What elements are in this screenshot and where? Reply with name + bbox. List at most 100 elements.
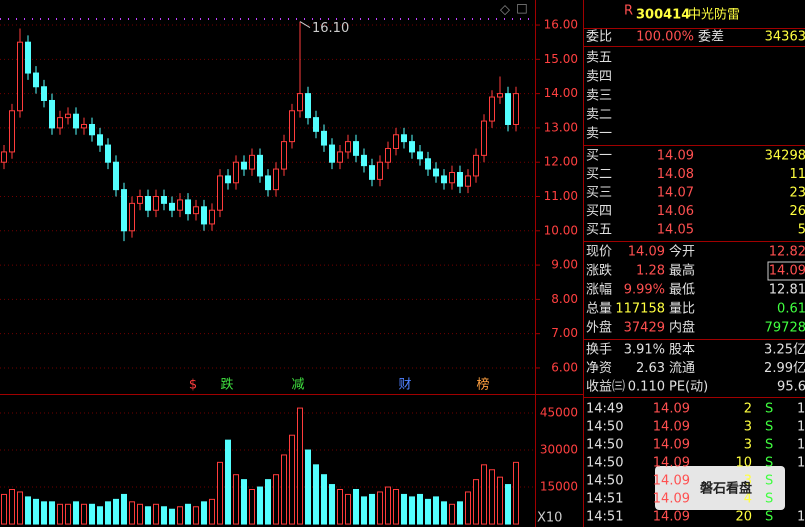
candle-body [17, 41, 23, 112]
label: 买四 [586, 204, 612, 219]
y-tick-label: 11.00 [544, 189, 578, 203]
label: 流通 [669, 361, 695, 376]
label: 换手 [586, 343, 612, 358]
volume-bar [97, 506, 103, 525]
candle-body [489, 96, 495, 122]
y-tick-label: 9.00 [551, 258, 578, 272]
value: 9.99% [624, 283, 665, 298]
candle-body [321, 130, 327, 146]
volume-bar [337, 488, 343, 525]
y-tick-label: 16.00 [544, 18, 578, 32]
volume: 34298 [765, 149, 805, 164]
candle-body [385, 147, 391, 163]
value: 12.81 [769, 283, 805, 298]
volume-bar [161, 506, 167, 525]
watermark: 磐石看盘 [700, 481, 752, 497]
volume-bar [41, 501, 47, 525]
candle-body [225, 175, 231, 184]
price: 14.09 [653, 510, 690, 525]
volume-bar [49, 501, 55, 525]
event-marker: 榜 [476, 377, 489, 393]
volume-bar [281, 454, 287, 525]
price: 14.09 [653, 456, 690, 471]
volume-bar [257, 486, 263, 525]
candle-body [121, 189, 127, 232]
event-marker: 跌 [220, 377, 233, 393]
volume-bar [441, 501, 447, 525]
candle-body [473, 154, 479, 177]
time: 14:51 [586, 492, 623, 507]
value: 14.09 [628, 245, 665, 260]
candle-body [449, 171, 455, 184]
value: 0.61 [777, 302, 805, 317]
candle-body [193, 206, 199, 215]
event-marker: 财 [398, 378, 411, 393]
candle-body [57, 117, 63, 129]
value: 117158 [615, 302, 665, 317]
volume: 5 [798, 223, 805, 238]
volume-bar [409, 496, 415, 525]
side: S [765, 402, 773, 417]
volume: 3 [744, 438, 752, 453]
volume-bar [273, 474, 279, 525]
sell-label: 卖二 [586, 108, 612, 123]
label: 今开 [669, 244, 695, 260]
volume-bar [449, 503, 455, 525]
candle-body [33, 72, 39, 88]
volume-bar [401, 493, 407, 525]
volume-bar [489, 469, 495, 525]
candle-body [305, 93, 311, 119]
candle-body [137, 196, 143, 204]
volume-bar [209, 498, 215, 525]
candle-body [345, 141, 351, 153]
time: 14:50 [586, 474, 623, 489]
volume-bar [377, 491, 383, 525]
candle-body [505, 93, 511, 125]
volume-bar [33, 498, 39, 525]
volume-bar [321, 474, 327, 525]
price: 14.09 [653, 438, 690, 453]
value: 2.63 [636, 361, 665, 376]
label: 现价 [586, 245, 612, 260]
event-marker: $ [189, 378, 197, 393]
candle-body [417, 151, 423, 160]
candle-body [89, 123, 95, 136]
time: 14:49 [586, 402, 623, 417]
label: 买三 [586, 186, 612, 201]
time: 14:50 [586, 456, 623, 471]
watermark-bg [655, 466, 785, 510]
stock-name: 中光防雷 [688, 7, 740, 23]
y-tick-label: 10.00 [544, 223, 578, 237]
candle-body [97, 134, 103, 146]
value: 1.28 [636, 264, 665, 279]
volume-bar [81, 503, 87, 525]
price: 14.09 [653, 402, 690, 417]
label: 买一 [586, 149, 612, 164]
volume-bar [481, 464, 487, 525]
price: 14.06 [657, 204, 694, 219]
highlight-box [767, 261, 805, 281]
candle-body [249, 154, 255, 170]
label: 股本 [669, 343, 695, 358]
volume-bar [137, 503, 143, 525]
peak-pointer [299, 21, 311, 29]
candle-body [169, 202, 175, 211]
label: 量比 [669, 302, 695, 317]
candle-body [65, 113, 71, 119]
value: 3.91% [624, 343, 665, 358]
event-marker: 减 [291, 378, 304, 393]
volume: 10 [735, 456, 752, 471]
candle-body [513, 93, 519, 125]
value: 0.110 [628, 380, 665, 395]
volume-bar [305, 449, 311, 525]
volume-bar [497, 476, 503, 525]
time: 14:50 [586, 420, 623, 435]
candle-body [209, 209, 215, 225]
label: 外盘 [586, 320, 612, 336]
candle-body [369, 165, 375, 180]
volume-bar [297, 407, 303, 525]
volume-bar [433, 496, 439, 525]
candle-body [9, 110, 15, 153]
candle-body [161, 196, 167, 204]
volume-bar [473, 479, 479, 525]
